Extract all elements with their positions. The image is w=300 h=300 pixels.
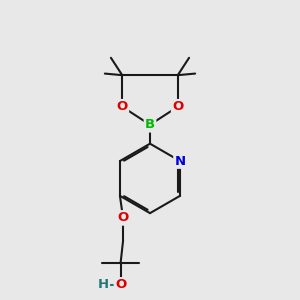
Text: O: O [172, 100, 183, 113]
Text: O: O [115, 278, 126, 291]
Text: B: B [145, 118, 155, 131]
Text: O: O [117, 212, 129, 224]
Text: H: H [98, 278, 109, 291]
Text: N: N [175, 154, 186, 168]
Text: O: O [117, 100, 128, 113]
